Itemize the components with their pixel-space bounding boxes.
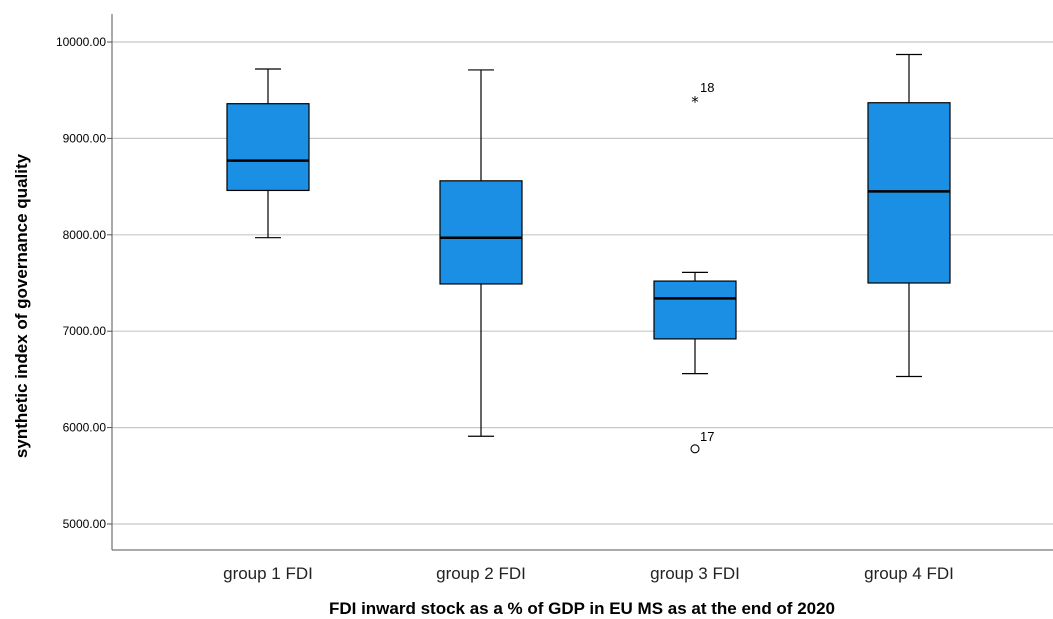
y-tick-label: 10000.00 bbox=[56, 35, 106, 49]
axes bbox=[111, 14, 1053, 551]
x-category-label: group 1 FDI bbox=[223, 564, 313, 583]
iqr-box bbox=[867, 102, 951, 284]
outlier-circle bbox=[690, 444, 700, 454]
x-category-label: group 2 FDI bbox=[436, 564, 526, 583]
x-axis-title: FDI inward stock as a % of GDP in EU MS … bbox=[329, 599, 835, 618]
y-tick-label: 8000.00 bbox=[63, 228, 107, 242]
y-tick-label: 7000.00 bbox=[63, 324, 107, 338]
x-category-label: group 3 FDI bbox=[650, 564, 740, 583]
x-category-label: group 4 FDI bbox=[864, 564, 954, 583]
iqr-box bbox=[439, 180, 523, 285]
y-tick-labels: 5000.00 6000.00 7000.00 8000.00 9000.00 10000… bbox=[56, 35, 112, 531]
iqr-box bbox=[653, 280, 737, 340]
category-labels: group 1 FDI group 2 FDI group 3 FDI group 4… bbox=[223, 564, 954, 583]
box-group bbox=[439, 69, 523, 437]
boxes: *18 17 bbox=[226, 53, 951, 454]
outlier-label: 18 bbox=[700, 80, 714, 95]
y-tick-label: 9000.00 bbox=[63, 131, 107, 145]
box-group bbox=[867, 53, 951, 378]
y-axis-title: synthetic index of governance quality bbox=[12, 153, 31, 458]
outlier-label: 17 bbox=[700, 429, 714, 444]
extreme-outlier-star: * bbox=[691, 93, 699, 111]
y-tick-label: 5000.00 bbox=[63, 517, 107, 531]
iqr-box bbox=[226, 103, 310, 192]
y-tick-label: 6000.00 bbox=[63, 421, 107, 435]
box-group: *18 17 bbox=[653, 80, 737, 454]
box-group bbox=[226, 68, 310, 239]
